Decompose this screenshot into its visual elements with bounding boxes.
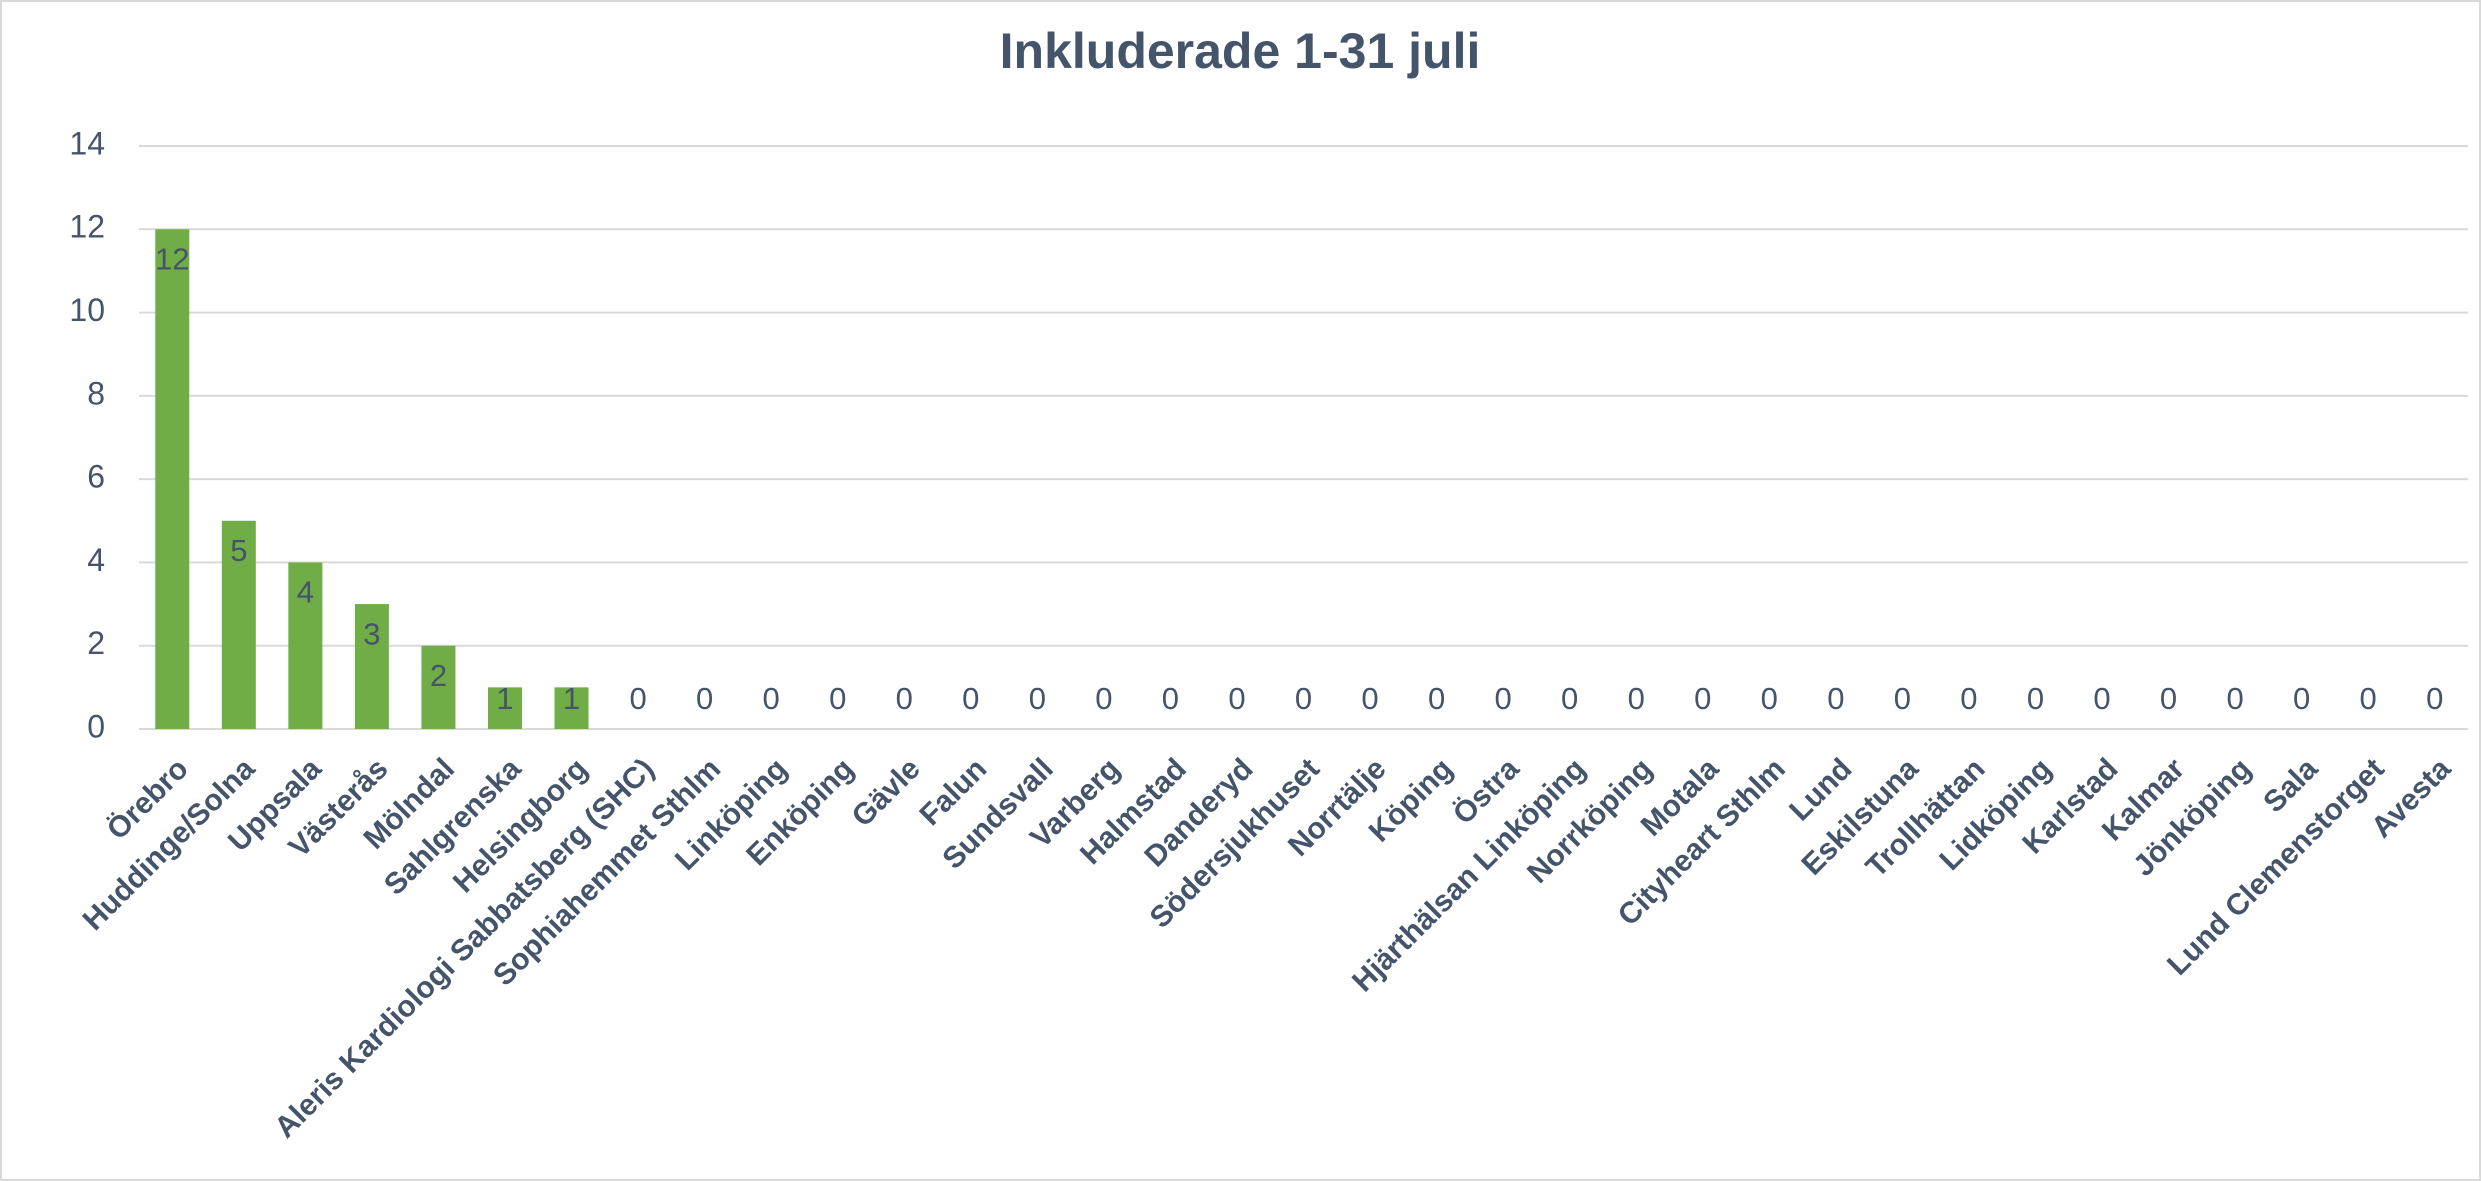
- data-label: 0: [1295, 681, 1312, 716]
- data-label: 12: [155, 241, 189, 276]
- y-tick-label: 12: [69, 209, 105, 245]
- data-label: 0: [2226, 681, 2243, 716]
- data-label: 0: [1894, 681, 1911, 716]
- data-label: 0: [2027, 681, 2044, 716]
- data-label: 0: [1694, 681, 1711, 716]
- data-label: 0: [1761, 681, 1778, 716]
- data-label: 0: [896, 681, 913, 716]
- bar: [155, 229, 190, 730]
- y-tick-label: 2: [87, 625, 105, 661]
- data-label: 0: [1361, 681, 1378, 716]
- bar: [421, 645, 456, 729]
- data-label: 0: [629, 681, 646, 716]
- data-label: 4: [297, 575, 314, 610]
- y-tick-label: 0: [87, 708, 105, 744]
- bar: [554, 687, 589, 729]
- y-tick-label: 6: [87, 459, 105, 495]
- data-label: 0: [1095, 681, 1112, 716]
- data-label: 0: [2160, 681, 2177, 716]
- data-label: 0: [763, 681, 780, 716]
- data-label: 0: [2293, 681, 2310, 716]
- data-label: 0: [1162, 681, 1179, 716]
- data-label: 3: [363, 616, 380, 651]
- y-tick-label: 14: [69, 125, 105, 161]
- bar: [221, 520, 256, 729]
- y-tick-label: 4: [87, 542, 105, 578]
- data-label: 0: [1960, 681, 1977, 716]
- data-label: 0: [1029, 681, 1046, 716]
- data-label: 0: [829, 681, 846, 716]
- data-label: 0: [1628, 681, 1645, 716]
- data-label: 0: [1561, 681, 1578, 716]
- data-label: 0: [1428, 681, 1445, 716]
- data-label: 5: [230, 533, 247, 568]
- chart-title: Inkluderade 1-31 juli: [1000, 23, 1481, 79]
- data-label: 0: [696, 681, 713, 716]
- data-label: 0: [1495, 681, 1512, 716]
- data-label: 0: [962, 681, 979, 716]
- data-label: 0: [2426, 681, 2443, 716]
- bar: [354, 604, 389, 729]
- y-tick-label: 10: [69, 292, 105, 328]
- data-label: 0: [1228, 681, 1245, 716]
- bar: [487, 687, 522, 729]
- y-tick-label: 8: [87, 375, 105, 411]
- data-label: 1: [563, 681, 580, 716]
- bar: [288, 562, 323, 729]
- data-label: 1: [496, 681, 513, 716]
- data-label: 0: [2093, 681, 2110, 716]
- data-label: 2: [430, 658, 447, 693]
- data-label: 0: [1827, 681, 1844, 716]
- data-label: 0: [2360, 681, 2377, 716]
